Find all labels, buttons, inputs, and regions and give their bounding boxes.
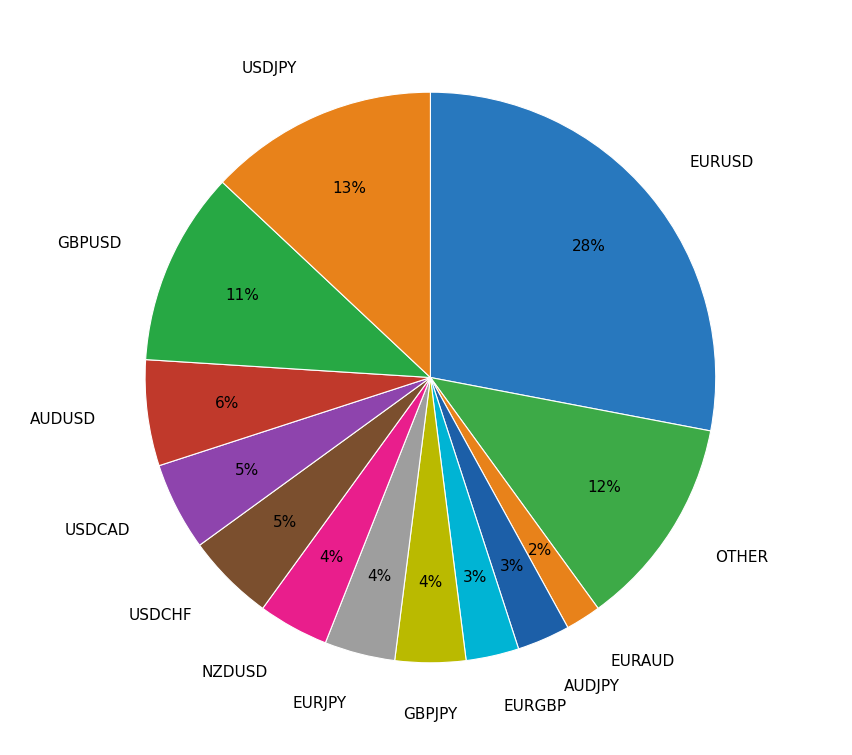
Wedge shape xyxy=(222,92,430,378)
Text: USDCHF: USDCHF xyxy=(129,608,192,623)
Text: 28%: 28% xyxy=(571,239,605,254)
Text: 6%: 6% xyxy=(214,396,239,411)
Wedge shape xyxy=(430,378,518,661)
Wedge shape xyxy=(262,378,430,643)
Text: 4%: 4% xyxy=(319,550,343,565)
Wedge shape xyxy=(394,378,466,663)
Text: GBPJPY: GBPJPY xyxy=(403,707,457,722)
Text: EURAUD: EURAUD xyxy=(610,655,674,669)
Wedge shape xyxy=(430,378,597,627)
Text: 3%: 3% xyxy=(499,559,524,574)
Text: 2%: 2% xyxy=(527,544,552,559)
Text: EURUSD: EURUSD xyxy=(689,156,753,171)
Wedge shape xyxy=(430,378,710,609)
Text: GBPUSD: GBPUSD xyxy=(57,236,121,251)
Wedge shape xyxy=(325,378,430,661)
Wedge shape xyxy=(158,378,430,545)
Text: 4%: 4% xyxy=(366,569,391,584)
Text: USDJPY: USDJPY xyxy=(241,61,296,76)
Text: AUDUSD: AUDUSD xyxy=(30,412,96,427)
Text: OTHER: OTHER xyxy=(714,550,767,565)
Wedge shape xyxy=(199,378,430,609)
Text: USDCAD: USDCAD xyxy=(65,523,130,538)
Wedge shape xyxy=(430,378,567,649)
Text: 11%: 11% xyxy=(225,288,258,304)
Wedge shape xyxy=(145,359,430,466)
Text: 13%: 13% xyxy=(331,181,366,196)
Text: NZDUSD: NZDUSD xyxy=(202,665,268,680)
Text: 5%: 5% xyxy=(273,515,296,530)
Text: AUDJPY: AUDJPY xyxy=(563,679,619,694)
Text: 12%: 12% xyxy=(586,480,620,495)
Text: 4%: 4% xyxy=(417,575,442,590)
Text: 3%: 3% xyxy=(463,571,486,585)
Wedge shape xyxy=(146,182,430,378)
Wedge shape xyxy=(430,92,715,431)
Text: EURGBP: EURGBP xyxy=(504,698,567,713)
Text: 5%: 5% xyxy=(235,464,259,478)
Text: EURJPY: EURJPY xyxy=(292,696,346,711)
